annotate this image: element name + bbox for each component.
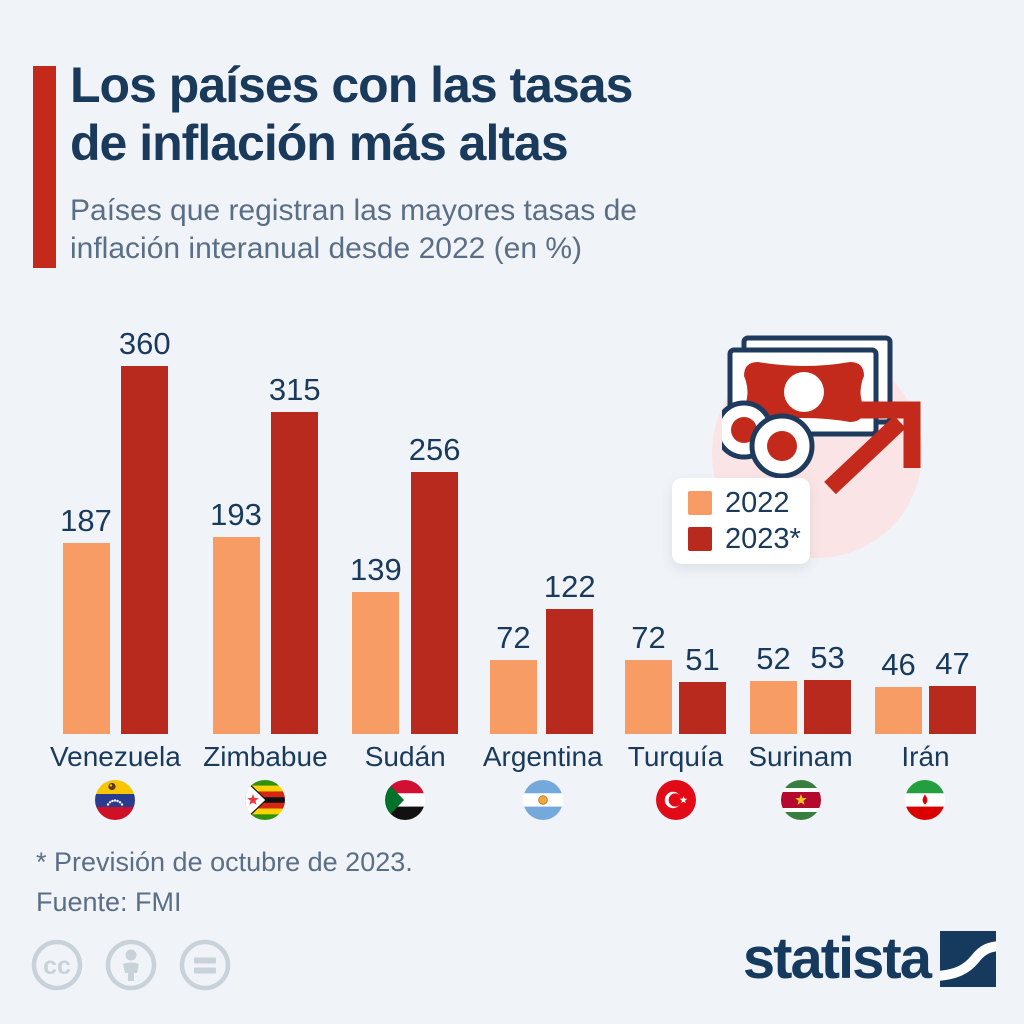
value-label: 72 bbox=[631, 620, 666, 655]
legend-label: 2023* bbox=[725, 522, 801, 555]
title-line-1: Los países con las tasas bbox=[70, 57, 633, 113]
bar-2023-sudan bbox=[411, 472, 459, 734]
value-label: 193 bbox=[210, 497, 262, 532]
svg-text:cc: cc bbox=[43, 952, 71, 980]
value-label: 52 bbox=[756, 641, 791, 676]
bar-group-surinam: 52 53 Surinam bbox=[748, 642, 853, 820]
cc-icon[interactable]: cc bbox=[30, 938, 84, 992]
bar-2022-sudan bbox=[352, 592, 400, 734]
category-label: Venezuela bbox=[50, 741, 181, 772]
bar-column-2023-turquia: 51 bbox=[679, 642, 727, 734]
category-label: Irán bbox=[901, 741, 950, 772]
chart-legend: 2022 2023* bbox=[672, 478, 810, 564]
legend-item-2022: 2022 bbox=[688, 486, 810, 519]
bar-2023-argentina bbox=[546, 609, 594, 734]
license-icons[interactable]: cc bbox=[30, 938, 232, 992]
bar-group-sudan: 139 256 Sudán bbox=[350, 434, 460, 820]
subtitle-line-1: Países que registran las mayores tasas d… bbox=[70, 194, 637, 227]
bar-pair: 187 360 bbox=[60, 328, 171, 734]
bar-pair: 52 53 bbox=[750, 642, 851, 734]
page-subtitle: Países que registran las mayores tasas d… bbox=[70, 192, 830, 268]
statista-logo-text: statista bbox=[742, 926, 932, 991]
flag-venezuela-icon bbox=[95, 780, 136, 820]
bar-2023-zimbabue bbox=[271, 412, 319, 734]
page-title: Los países con las tasas de inflación má… bbox=[70, 56, 890, 172]
legend-item-2023: 2023* bbox=[688, 522, 810, 555]
bar-pair: 193 315 bbox=[210, 374, 321, 734]
statista-logo-mark bbox=[940, 931, 996, 987]
value-label: 53 bbox=[810, 640, 845, 675]
bar-pair: 46 47 bbox=[874, 646, 976, 734]
bar-2023-venezuela bbox=[121, 366, 169, 734]
banknote-coins-rising-arrow-icon bbox=[722, 335, 921, 495]
bar-column-2022-turquia: 72 bbox=[625, 620, 673, 734]
bar-group-iran: 46 47 Irán bbox=[874, 646, 976, 820]
bar-group-turquia: 72 51 Turquía bbox=[625, 620, 727, 820]
value-label: 72 bbox=[496, 620, 531, 655]
flag-sudan-icon bbox=[385, 780, 426, 820]
flag-suriname-icon bbox=[780, 780, 821, 820]
bar-pair: 72 122 bbox=[489, 571, 596, 734]
bar-column-2022-sudan: 139 bbox=[350, 554, 402, 734]
bar-2022-turquia bbox=[625, 660, 673, 734]
bar-column-2022-zimbabue: 193 bbox=[210, 499, 262, 734]
category-label: Turquía bbox=[627, 741, 724, 772]
category-label: Sudán bbox=[364, 741, 446, 772]
category-label: Zimbabue bbox=[203, 741, 328, 772]
legend-label: 2022 bbox=[725, 486, 790, 519]
nd-icon[interactable] bbox=[178, 938, 232, 992]
title-line-2: de inflación más altas bbox=[70, 115, 569, 171]
bar-2023-iran bbox=[928, 686, 976, 734]
value-label: 122 bbox=[543, 569, 596, 604]
attribution-icon[interactable] bbox=[104, 938, 158, 992]
bar-2023-turquia bbox=[679, 682, 727, 734]
flag-iran-icon bbox=[905, 780, 946, 820]
bar-column-2023-surinam: 53 bbox=[804, 642, 851, 734]
value-label: 139 bbox=[350, 552, 402, 587]
value-label: 360 bbox=[118, 326, 171, 361]
bar-chart: 187 360 Venezuela 193 315 Zimbabue 139 256 Sudán… bbox=[50, 0, 976, 820]
legend-swatch bbox=[688, 527, 712, 551]
value-label: 47 bbox=[935, 646, 970, 681]
source-text: Fuente: FMI bbox=[36, 887, 182, 917]
bar-2022-surinam bbox=[750, 681, 797, 734]
flag-argentina-icon bbox=[522, 780, 563, 820]
bar-column-2022-venezuela: 187 bbox=[60, 505, 112, 734]
bar-pair: 139 256 bbox=[350, 434, 460, 734]
flag-zimbabwe-icon bbox=[245, 780, 286, 820]
value-label: 256 bbox=[408, 432, 461, 467]
category-label: Argentina bbox=[482, 741, 603, 772]
bar-2022-zimbabue bbox=[212, 537, 260, 734]
bar-column-2022-iran: 46 bbox=[874, 647, 922, 734]
bar-group-zimbabue: 193 315 Zimbabue bbox=[203, 374, 328, 820]
legend-swatch bbox=[688, 491, 712, 515]
bar-column-2023-venezuela: 360 bbox=[119, 328, 171, 734]
bar-column-2022-surinam: 52 bbox=[750, 643, 797, 734]
bar-group-venezuela: 187 360 Venezuela bbox=[50, 328, 181, 820]
value-label: 46 bbox=[881, 647, 916, 682]
bar-column-2022-argentina: 72 bbox=[489, 620, 537, 734]
chart-footnotes: * Previsión de octubre de 2023. Fuente: … bbox=[36, 842, 413, 922]
bar-column-2023-argentina: 122 bbox=[544, 571, 596, 734]
bar-column-2023-iran: 47 bbox=[928, 646, 976, 734]
value-label: 51 bbox=[685, 642, 720, 677]
statista-logo[interactable]: statista bbox=[743, 930, 996, 988]
bar-2023-surinam bbox=[804, 680, 851, 734]
subtitle-line-2: inflación interanual desde 2022 (en %) bbox=[70, 232, 583, 265]
bar-2022-iran bbox=[874, 687, 922, 734]
title-accent-bar bbox=[33, 66, 56, 268]
bar-group-argentina: 72 122 Argentina bbox=[483, 571, 603, 820]
bar-pair: 72 51 bbox=[625, 620, 727, 734]
value-label: 315 bbox=[268, 372, 321, 407]
footnote-text: * Previsión de octubre de 2023. bbox=[36, 847, 413, 877]
bar-column-2023-zimbabue: 315 bbox=[269, 374, 321, 734]
bar-column-2023-sudan: 256 bbox=[408, 432, 461, 734]
category-label: Surinam bbox=[748, 741, 853, 772]
bar-2022-argentina bbox=[489, 660, 537, 734]
bar-2022-venezuela bbox=[62, 543, 110, 734]
flag-turkey-icon bbox=[655, 780, 696, 820]
value-label: 187 bbox=[60, 503, 112, 538]
